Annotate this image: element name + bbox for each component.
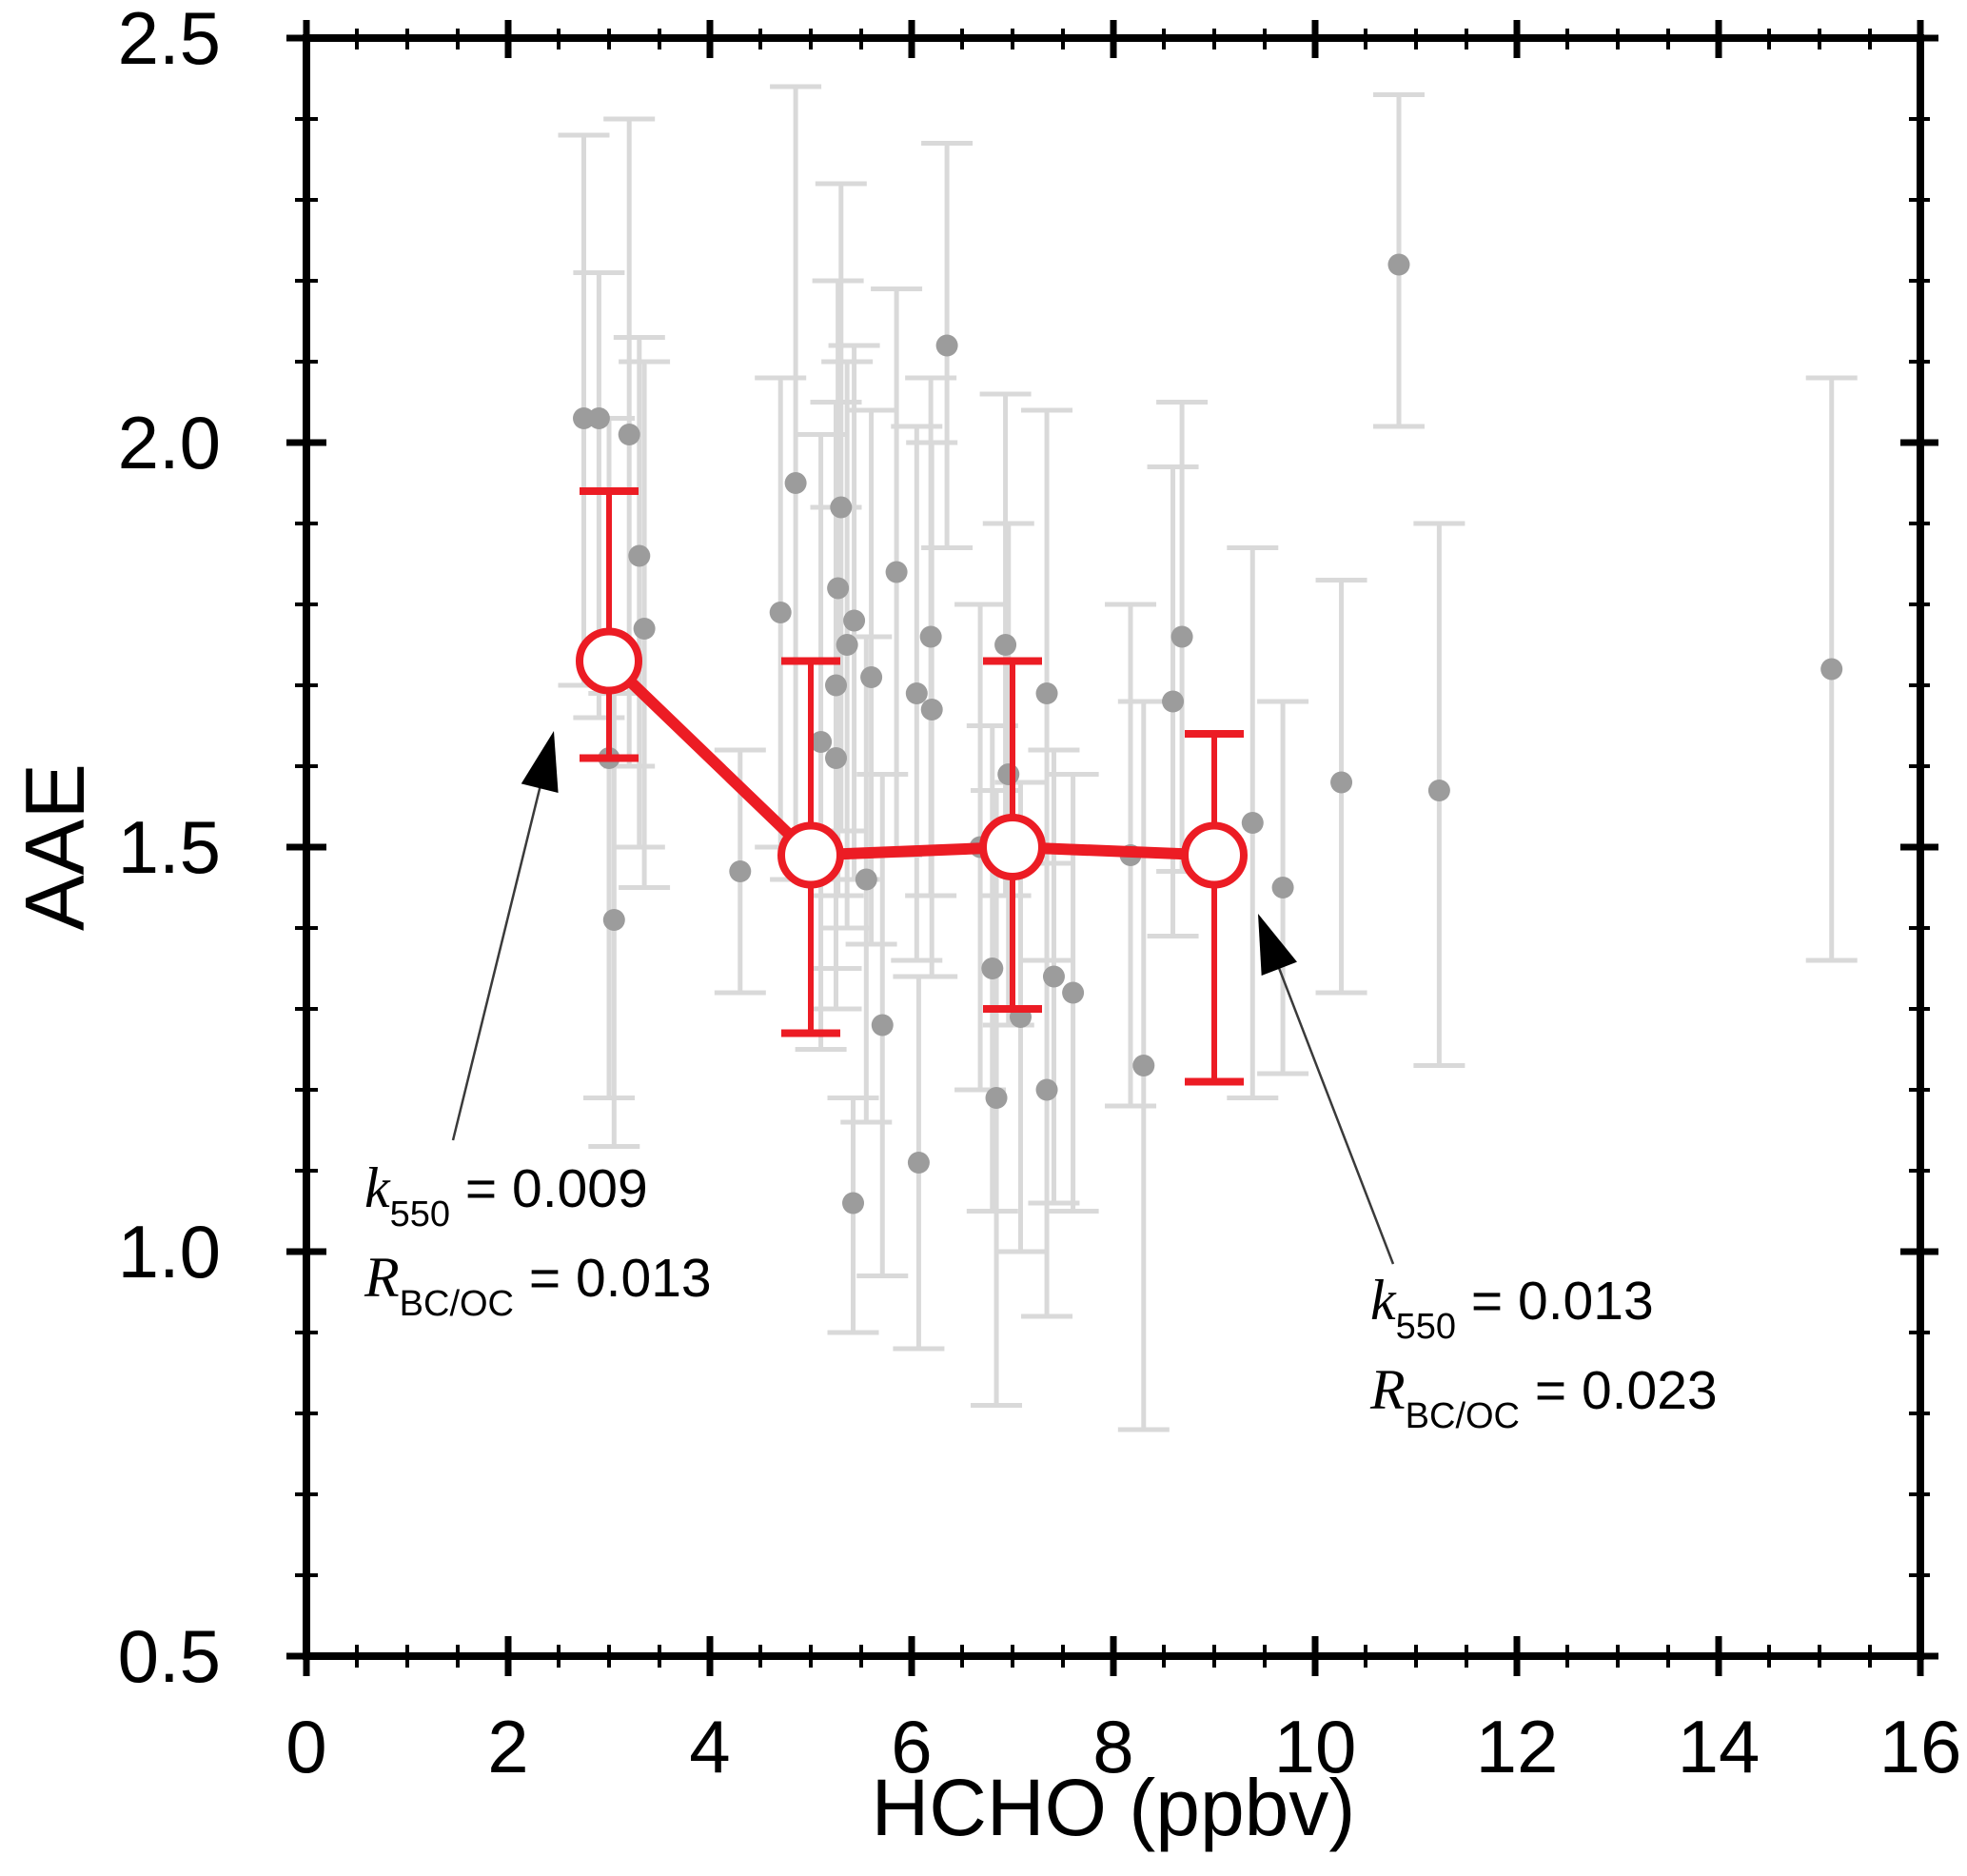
data-point — [885, 561, 908, 583]
annotation-left-line-2: RBC/OC = 0.013 — [364, 1246, 712, 1322]
k-var: k — [364, 1156, 390, 1219]
data-point — [1042, 965, 1065, 988]
data-point — [842, 1192, 865, 1214]
data-point — [1241, 812, 1264, 834]
x-tick-label: 14 — [1678, 1705, 1760, 1788]
data-point — [769, 602, 792, 623]
y-axis-title: AAE — [8, 763, 102, 931]
mean-point — [1181, 821, 1248, 889]
r-value: = 0.023 — [1520, 1360, 1718, 1421]
x-tick-label: 12 — [1476, 1705, 1559, 1788]
data-point — [860, 666, 883, 688]
tick-labels: 0 2 4 6 8 10 12 14 16 0.5 1.0 1.5 2.0 2.5 — [118, 0, 1962, 1788]
data-point — [905, 682, 928, 704]
data-point — [1035, 1078, 1058, 1101]
data-point — [907, 1152, 930, 1174]
x-axis-title: HCHO (ppbv) — [872, 1763, 1356, 1852]
data-point — [920, 699, 943, 721]
data-point — [729, 860, 752, 882]
y-tick-label: 0.5 — [118, 1614, 221, 1698]
y-tick-label: 1.0 — [118, 1210, 221, 1293]
annotation-left-line-1: k550 = 0.009 — [364, 1156, 712, 1233]
k-value: = 0.013 — [1456, 1271, 1654, 1332]
k-var: k — [1370, 1269, 1396, 1332]
data-point — [1170, 625, 1193, 648]
r-sub: BC/OC — [1405, 1396, 1521, 1436]
data-point — [1062, 981, 1085, 1004]
arrowhead-icon — [1258, 914, 1297, 977]
x-tick-label: 10 — [1274, 1705, 1357, 1788]
mean-point — [979, 814, 1046, 880]
mean-point — [777, 821, 844, 889]
data-point — [1427, 780, 1450, 801]
y-tick-label: 1.5 — [118, 805, 221, 889]
data-point — [997, 763, 1020, 785]
data-point — [1330, 771, 1353, 794]
data-point — [1271, 877, 1294, 899]
k-value: = 0.009 — [450, 1158, 648, 1219]
r-sub: BC/OC — [399, 1284, 515, 1324]
arrowhead-icon — [521, 731, 559, 793]
annotation-right: k550 = 0.013 RBC/OC = 0.023 — [1370, 1269, 1718, 1434]
data-point — [618, 424, 640, 445]
data-point — [985, 1087, 1008, 1109]
annotation-left: k550 = 0.009 RBC/OC = 0.013 — [364, 1156, 712, 1322]
data-point — [1162, 690, 1185, 713]
mean-line — [604, 657, 1215, 861]
data-point — [935, 334, 958, 357]
data-point — [825, 747, 847, 769]
data-point — [830, 496, 853, 519]
data-point — [919, 625, 942, 648]
data-point — [825, 674, 847, 697]
x-tick-label: 4 — [689, 1705, 730, 1788]
x-tick-label: 8 — [1092, 1705, 1133, 1788]
data-point — [810, 731, 833, 753]
axes — [286, 20, 1938, 1676]
data-point — [1387, 253, 1410, 276]
data-point — [994, 634, 1017, 656]
annotation-right-line-2: RBC/OC = 0.023 — [1370, 1358, 1718, 1434]
data-point — [587, 407, 610, 429]
y-tick-label: 2.5 — [118, 0, 221, 80]
data-point — [784, 472, 807, 494]
gray-errorbars — [558, 84, 1858, 1432]
annotation-arrows — [451, 731, 1395, 1265]
data-point — [836, 634, 858, 656]
k-sub: 550 — [1395, 1307, 1457, 1347]
data-point — [1035, 682, 1058, 704]
mean-series — [576, 487, 1248, 1086]
data-point — [855, 868, 877, 891]
data-point — [871, 1014, 894, 1037]
gray-scatter-points — [573, 253, 1843, 1214]
data-point — [602, 909, 625, 931]
data-point — [1132, 1055, 1155, 1076]
data-point — [981, 958, 1004, 979]
data-point — [573, 407, 595, 429]
data-point — [628, 544, 651, 567]
x-tick-label: 6 — [891, 1705, 932, 1788]
data-point — [1820, 658, 1843, 681]
r-value: = 0.013 — [514, 1248, 712, 1309]
x-tick-label: 0 — [285, 1705, 326, 1788]
data-point — [827, 577, 850, 600]
data-point — [633, 618, 656, 640]
r-var: R — [1370, 1358, 1406, 1421]
r-var: R — [364, 1246, 400, 1309]
annotation-right-line-1: k550 = 0.013 — [1370, 1269, 1718, 1345]
mean-point — [576, 627, 642, 695]
x-tick-label: 16 — [1879, 1705, 1962, 1788]
k-sub: 550 — [389, 1195, 451, 1234]
y-tick-label: 2.0 — [118, 401, 221, 484]
x-tick-label: 2 — [487, 1705, 528, 1788]
data-point — [843, 609, 866, 632]
